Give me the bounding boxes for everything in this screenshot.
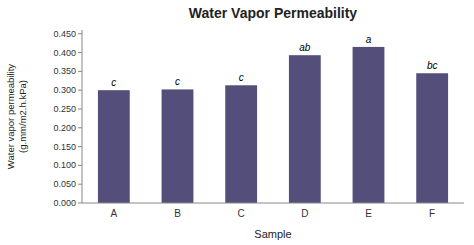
bar	[98, 90, 130, 203]
y-tick	[78, 33, 82, 34]
x-axis-label: Sample	[254, 228, 291, 240]
annotation: ab	[299, 42, 311, 53]
chart-svg: Water Vapor Permeability0.0000.0500.1000…	[0, 0, 474, 245]
x-axis-line	[82, 203, 464, 204]
x-axis: A B C D E F	[82, 203, 464, 219]
y-tick-label: 0.100	[53, 160, 76, 170]
y-axis-label: Water vapor permeability(g.mm/m2.h.kPa)	[5, 64, 28, 169]
chart-container: Water Vapor Permeability0.0000.0500.1000…	[0, 0, 474, 245]
bar	[162, 89, 194, 203]
annotations: c c c ab a bc	[111, 34, 437, 88]
bars	[98, 47, 448, 203]
annotation: a	[366, 34, 372, 45]
y-tick	[78, 146, 82, 147]
y-axis-label-line: Water vapor permeability	[5, 64, 16, 169]
y-tick-label: 0.300	[53, 85, 76, 95]
bar	[416, 73, 448, 203]
bar	[353, 47, 385, 203]
x-tick-label: C	[238, 208, 245, 219]
x-tick-label: A	[110, 208, 117, 219]
y-tick	[78, 52, 82, 53]
y-tick	[78, 165, 82, 166]
y-tick-label: 0.150	[53, 142, 76, 152]
y-tick-label: 0.200	[53, 123, 76, 133]
annotation: bc	[427, 60, 438, 71]
x-tick-label: F	[429, 208, 435, 219]
x-tick-label: D	[301, 208, 308, 219]
y-tick	[78, 71, 82, 72]
y-tick	[78, 127, 82, 128]
y-axis-line	[82, 30, 83, 203]
y-tick	[78, 108, 82, 109]
y-tick-label: 0.250	[53, 104, 76, 114]
y-tick-label: 0.400	[53, 48, 76, 58]
bar	[225, 85, 257, 203]
y-tick-label: 0.050	[53, 179, 76, 189]
y-tick-label: 0.450	[53, 29, 76, 39]
title: Water Vapor Permeability	[189, 5, 358, 21]
y-tick-label: 0.000	[53, 198, 76, 208]
y-tick-label: 0.350	[53, 66, 76, 76]
y-tick	[78, 90, 82, 91]
annotation: c	[111, 77, 116, 88]
y-tick	[78, 203, 82, 204]
y-tick	[78, 184, 82, 185]
x-tick-label: B	[174, 208, 181, 219]
annotation: c	[175, 76, 180, 87]
y-axis: 0.000 0.050 0.100 0.150 0.200 0.250 0.300 0.350…	[53, 29, 82, 208]
y-axis-label-line: (g.mm/m2.h.kPa)	[17, 80, 28, 153]
bar	[289, 55, 321, 203]
annotation: c	[239, 72, 244, 83]
x-tick-label: E	[365, 208, 372, 219]
